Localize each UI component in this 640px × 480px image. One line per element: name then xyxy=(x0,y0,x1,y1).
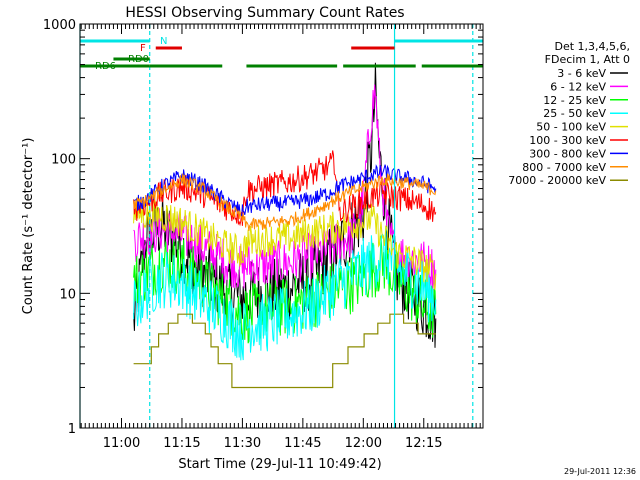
series-line-25-50-kev xyxy=(133,225,437,361)
x-tick-label: 11:15 xyxy=(163,436,200,451)
y-tick-label: 1000 xyxy=(43,18,76,33)
flag-label-rd0: RD0 xyxy=(128,54,149,65)
series-line-100-300-kev xyxy=(133,150,437,227)
legend-label: 7000 - 20000 keV xyxy=(508,174,606,187)
series-line-50-100-kev xyxy=(133,197,437,291)
legend-label: 50 - 100 keV xyxy=(536,121,606,134)
legend-label: 25 - 50 keV xyxy=(543,107,606,120)
plot-frame xyxy=(79,23,484,429)
series-layer xyxy=(133,62,437,389)
x-tick-label: 11:00 xyxy=(103,436,140,451)
y-axis: 1 10 100 1000 xyxy=(43,18,483,437)
x-tick-label: 12:00 xyxy=(345,436,382,451)
flag-label-night: N xyxy=(160,36,167,47)
legend-label: 800 - 7000 keV xyxy=(522,161,606,174)
legend-label: 3 - 6 keV xyxy=(557,67,606,80)
flag-label-flare: F xyxy=(140,43,146,54)
y-axis-label: Count Rate (s⁻¹ detector⁻¹) xyxy=(21,138,36,315)
y-tick-label: 10 xyxy=(59,287,76,302)
series-line-300-800-kev xyxy=(133,164,437,218)
legend-header-line-1: Det 1,3,4,5,6, xyxy=(554,40,630,53)
timestamp: 29-Jul-2011 12:36 xyxy=(564,467,636,476)
y-tick-label: 1 xyxy=(68,422,76,437)
legend-label: 100 - 300 keV xyxy=(529,134,606,147)
legend: Det 1,3,4,5,6, FDecim 1, Att 0 3 - 6 keV… xyxy=(508,40,630,187)
flag-label-rd6: RD6 xyxy=(95,61,116,72)
legend-header-line-2: FDecim 1, Att 0 xyxy=(545,53,630,66)
series-line-7000-20000-kev xyxy=(133,313,436,389)
legend-label: 300 - 800 keV xyxy=(529,147,606,160)
chart-title: HESSI Observing Summary Count Rates xyxy=(125,5,404,21)
x-tick-label: 11:30 xyxy=(224,436,261,451)
series-line-800-7000-kev xyxy=(133,173,437,231)
legend-label: 6 - 12 keV xyxy=(550,80,606,93)
x-axis-label: Start Time (29-Jul-11 10:49:42) xyxy=(178,457,381,472)
y-tick-label: 100 xyxy=(51,153,76,168)
x-tick-label: 11:45 xyxy=(284,436,321,451)
x-tick-label: 12:15 xyxy=(405,436,442,451)
legend-label: 12 - 25 keV xyxy=(543,94,606,107)
x-axis: 11:00 11:15 11:30 11:45 12:00 12:15 xyxy=(80,24,481,451)
